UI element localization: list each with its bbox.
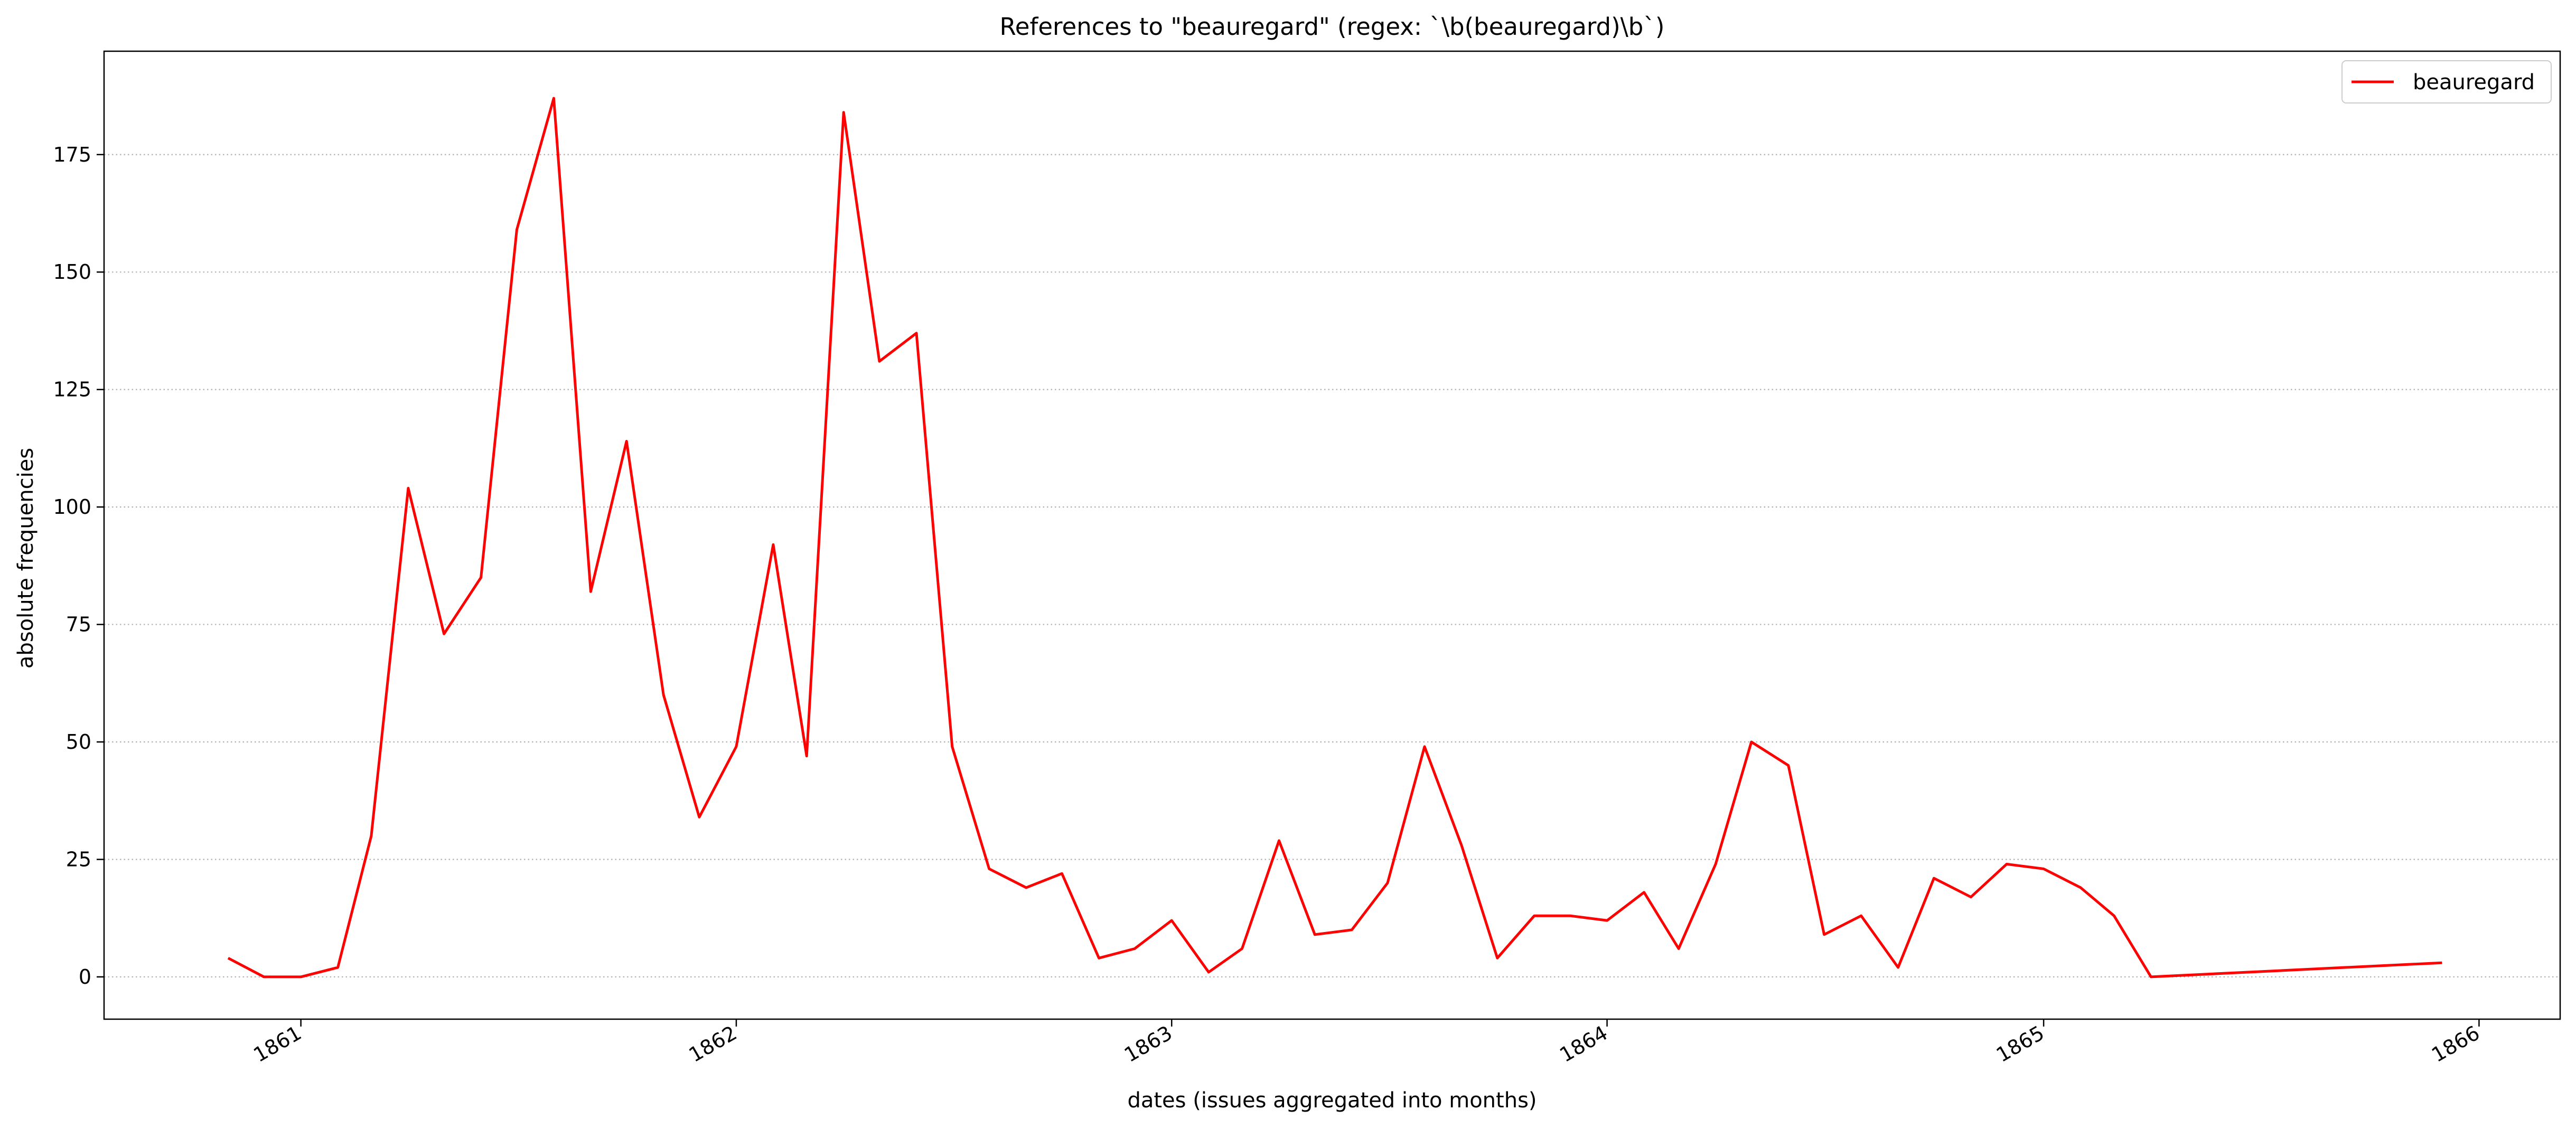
y-tick-label: 25 bbox=[66, 848, 91, 871]
y-tick-label: 75 bbox=[66, 613, 91, 636]
legend-box bbox=[2341, 60, 2552, 104]
y-tick-label: 150 bbox=[53, 260, 91, 284]
chart-title: References to "beauregard" (regex: `\b(b… bbox=[1000, 13, 1665, 41]
y-axis: 0 25 50 75 100 125 150 175 bbox=[53, 143, 104, 989]
y-tick-label: 50 bbox=[66, 730, 91, 754]
y-tick-label: 0 bbox=[79, 965, 91, 989]
series-layer bbox=[227, 97, 2442, 979]
legend: beauregard bbox=[2341, 60, 2552, 104]
y-tick-label: 175 bbox=[53, 143, 91, 166]
y-tick-label: 100 bbox=[53, 495, 91, 519]
y-tick-label: 125 bbox=[53, 378, 91, 401]
legend-label: beauregard bbox=[2413, 70, 2535, 95]
x-axis-label: dates (issues aggregated into months) bbox=[1127, 1088, 1537, 1113]
series-line-beauregard bbox=[227, 97, 2442, 979]
plot-frame bbox=[103, 50, 2561, 1020]
y-axis-label: absolute frequencies bbox=[14, 448, 38, 669]
